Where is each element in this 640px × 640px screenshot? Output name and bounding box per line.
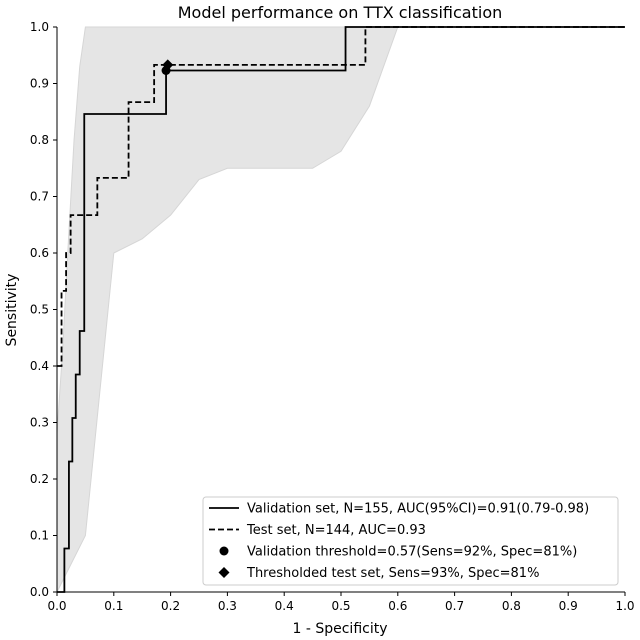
legend: Validation set, N=155, AUC(95%CI)=0.91(0… bbox=[202, 496, 619, 586]
x-tick-label: 0.4 bbox=[275, 599, 294, 613]
series-layer bbox=[57, 26, 625, 593]
x-axis-label: 1 - Specificity bbox=[292, 621, 387, 637]
y-tick-label: 0.7 bbox=[30, 190, 49, 204]
y-axis-label: Sensitivity bbox=[4, 274, 20, 347]
legend-handle-marker bbox=[218, 567, 230, 578]
y-tick-label: 0.4 bbox=[30, 359, 49, 373]
x-tick-label: 0.1 bbox=[104, 599, 123, 613]
x-tick-label: 0.2 bbox=[161, 599, 180, 613]
legend-label: Validation set, N=155, AUC(95%CI)=0.91(0… bbox=[247, 502, 589, 517]
validation-set-line bbox=[57, 26, 625, 593]
x-tick-label: 0.9 bbox=[559, 599, 578, 613]
legend-box bbox=[202, 496, 619, 586]
y-tick-label: 1.0 bbox=[30, 20, 49, 34]
x-tick-label: 0.8 bbox=[502, 599, 521, 613]
legend-label: Test set, N=144, AUC=0.93 bbox=[246, 523, 426, 538]
x-tick-label: 0.5 bbox=[331, 599, 350, 613]
y-tick-label: 0.0 bbox=[30, 585, 49, 599]
x-tick-label: 0.3 bbox=[218, 599, 237, 613]
x-tick-label: 0.6 bbox=[388, 599, 407, 613]
y-tick-label: 0.8 bbox=[30, 133, 49, 147]
y-tick-label: 0.9 bbox=[30, 77, 49, 91]
y-tick-label: 0.6 bbox=[30, 246, 49, 260]
confidence-band bbox=[56, 26, 625, 593]
x-tick-label: 1.0 bbox=[615, 599, 634, 613]
confidence-band-layer bbox=[56, 26, 625, 593]
test-threshold-point bbox=[162, 59, 174, 71]
x-tick-label: 0.0 bbox=[47, 599, 66, 613]
test-set-line bbox=[57, 26, 625, 367]
y-tick-label: 0.2 bbox=[30, 472, 49, 486]
marker-layer bbox=[161, 59, 174, 76]
legend-label: Thresholded test set, Sens=93%, Spec=81% bbox=[246, 566, 539, 581]
y-tick-label: 0.3 bbox=[30, 416, 49, 430]
chart-title: Model performance on TTX classification bbox=[178, 3, 503, 22]
legend-label: Validation threshold=0.57(Sens=92%, Spec… bbox=[247, 545, 577, 560]
legend-handle-marker bbox=[219, 546, 229, 556]
y-tick-label: 0.1 bbox=[30, 529, 49, 543]
x-tick-label: 0.7 bbox=[445, 599, 464, 613]
y-tick-label: 0.5 bbox=[30, 303, 49, 317]
axes-layer: 0.0 0.1 0.2 0.3 0.4 0.5 0.6 0.7 0.8 0.9 1.0 0.0 0.1 0… bbox=[30, 20, 635, 613]
